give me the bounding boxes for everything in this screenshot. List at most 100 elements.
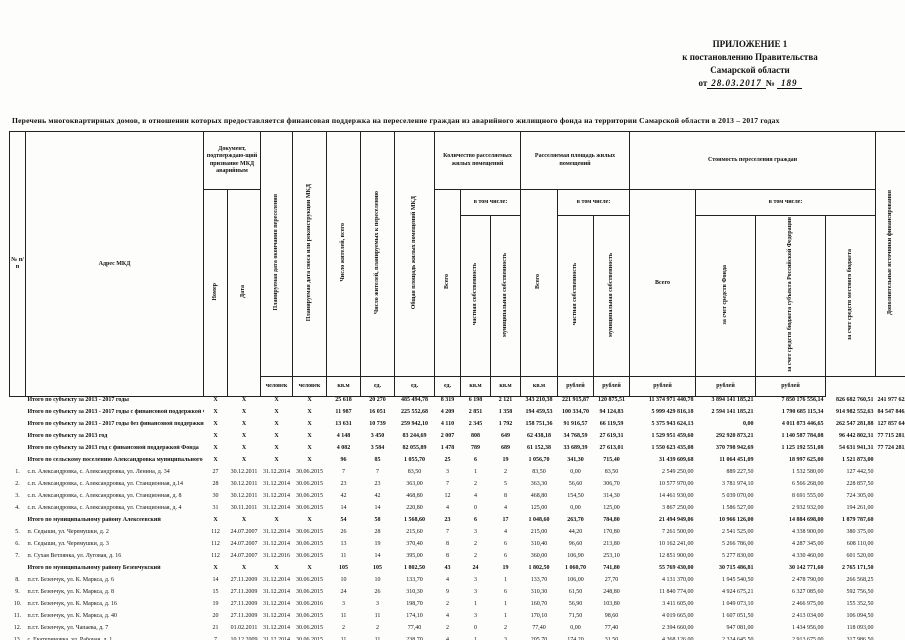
value-cell: 341,30 [567, 456, 584, 463]
value-cell: 42 [340, 492, 347, 499]
table-row: 4. с.п. Александровка, с. Александровка, … [10, 505, 905, 517]
value-cell: 10.12.2009 [230, 636, 258, 640]
money-cell: 1 879 787,60 [842, 516, 874, 523]
value-cell: 30.06.2015 [296, 468, 324, 475]
value-cell: 1 [474, 468, 478, 475]
money-cell: 54 631 941,31 [839, 444, 874, 451]
value-cell: 82 055,89 [402, 444, 427, 451]
value-cell: 0 [474, 624, 478, 631]
value-cell: 1 802,50 [528, 564, 550, 571]
col-sq-total: Всего [520, 188, 559, 378]
value-cell: 30.06.2015 [296, 624, 324, 631]
value-cell: 24 [472, 564, 479, 571]
money-cell [876, 625, 905, 637]
col-area-total: Общая площадь жилых помещений МКД [394, 130, 436, 378]
value-cell: 3 [342, 600, 346, 607]
value-cell: 16 051 [369, 408, 386, 415]
value-cell: 2 [474, 480, 478, 487]
unit-ed-1: ед. [360, 376, 396, 398]
row-number: 12. [13, 624, 22, 631]
value-cell: 154,50 [567, 492, 584, 499]
value-cell: 27 613,01 [599, 444, 624, 451]
value-cell: X [213, 516, 218, 523]
value-cell: 8 [504, 492, 508, 499]
value-cell: 170,10 [530, 612, 548, 619]
unit-ed-2: ед. [394, 376, 436, 398]
value-cell: 2 [446, 624, 450, 631]
money-cell: 77 724 281,00 [877, 444, 905, 451]
money-cell: 266 568,25 [846, 576, 874, 583]
money-cell [876, 505, 905, 517]
value-cell: 26 [374, 588, 381, 595]
money-cell [876, 601, 905, 613]
unit-sqm-3: кв.м [520, 376, 559, 398]
address-cell: п.г.т. Безенчук, ул. К. Маркса, д. 6 [27, 576, 114, 583]
unit-rub-2: рублей [593, 376, 631, 398]
money-cell: 4 011 873 446,65 [781, 420, 824, 427]
money-cell: 1 529 951 459,60 [651, 432, 694, 439]
address-cell: Итого по субъекту за 2013 год [27, 432, 108, 439]
value-cell: 8 319 [440, 397, 455, 404]
value-cell: X [274, 408, 279, 415]
money-cell: 1 125 192 551,08 [781, 444, 824, 451]
row-number [10, 421, 26, 433]
unit-people-2: человек [292, 376, 328, 398]
money-cell: 5 999 429 816,18 [651, 408, 694, 415]
value-cell: 6 [504, 588, 508, 595]
unit-rub-3: рублей [629, 376, 697, 398]
value-cell: 96 [340, 456, 347, 463]
value-cell: 2 [376, 624, 380, 631]
table-row: 13. с. Екатериновка, ул. Рабочая, д. 1 7 10… [10, 637, 905, 640]
money-cell: 4 019 665,00 [662, 612, 694, 619]
col-doc-group: Документ, подтверждаю-щий признание МКД … [202, 131, 262, 190]
address-cell: с.п. Александровка, с. Александровка, ул… [27, 468, 170, 475]
value-cell: 31.12.2014 [263, 528, 291, 535]
value-cell: 01.02.2011 [230, 624, 258, 631]
money-cell [876, 553, 905, 565]
value-cell: 14 [374, 552, 381, 559]
money-cell [876, 469, 905, 481]
value-cell: 1 048,60 [528, 516, 550, 523]
value-cell: 8 [446, 540, 450, 547]
mkd-table: № п/п Адрес МКД Документ, подтверждаю-щи… [9, 130, 905, 640]
value-cell: 96,60 [568, 540, 583, 547]
value-cell: 4 [446, 636, 450, 640]
value-cell: 6 [504, 552, 508, 559]
value-cell: 784,80 [603, 516, 620, 523]
value-cell: X [307, 397, 312, 404]
money-cell: 0,00 [743, 420, 754, 427]
value-cell: X [241, 397, 247, 404]
row-number: 1. [15, 468, 20, 475]
value-cell: 30.06.2016 [296, 600, 324, 607]
value-cell: 0,00 [570, 504, 581, 511]
value-cell: 15 [212, 588, 219, 595]
value-cell: 1 [474, 636, 478, 640]
page-title: Перечень многоквартирных домов, в отноше… [12, 116, 780, 125]
value-cell: 30.12.2011 [230, 492, 258, 499]
value-cell: 314,30 [603, 492, 620, 499]
money-cell: 3 411 605,00 [662, 600, 694, 607]
value-cell: 395,00 [406, 552, 423, 559]
value-cell: 2 345 [468, 420, 483, 427]
value-cell: 61 152,38 [527, 444, 552, 451]
money-cell: 317 986,50 [846, 636, 874, 640]
money-cell: 1 532 580,00 [792, 468, 824, 475]
value-cell: X [307, 432, 312, 439]
value-cell: 4 [446, 576, 450, 583]
value-cell: 8 [446, 552, 450, 559]
row-number [10, 457, 26, 469]
money-cell: 370 798 942,69 [716, 444, 754, 451]
col-cost-total: Всего [629, 188, 697, 378]
col-cost-group: Стоимость переселения граждан [629, 131, 877, 190]
value-cell: 34 768,59 [563, 432, 588, 439]
value-cell: X [241, 408, 247, 415]
value-cell: 54 [340, 516, 347, 523]
address-cell: Итого по субъекту за 2013 - 2017 годы с … [27, 408, 204, 415]
value-cell: 1 [504, 576, 508, 583]
value-cell: 7 [214, 636, 217, 640]
appendix-line-1: ПРИЛОЖЕНИЕ 1 [712, 39, 788, 49]
value-cell: 30.06.2015 [296, 492, 324, 499]
value-cell: X [241, 456, 247, 463]
value-cell: 238,70 [406, 636, 423, 640]
